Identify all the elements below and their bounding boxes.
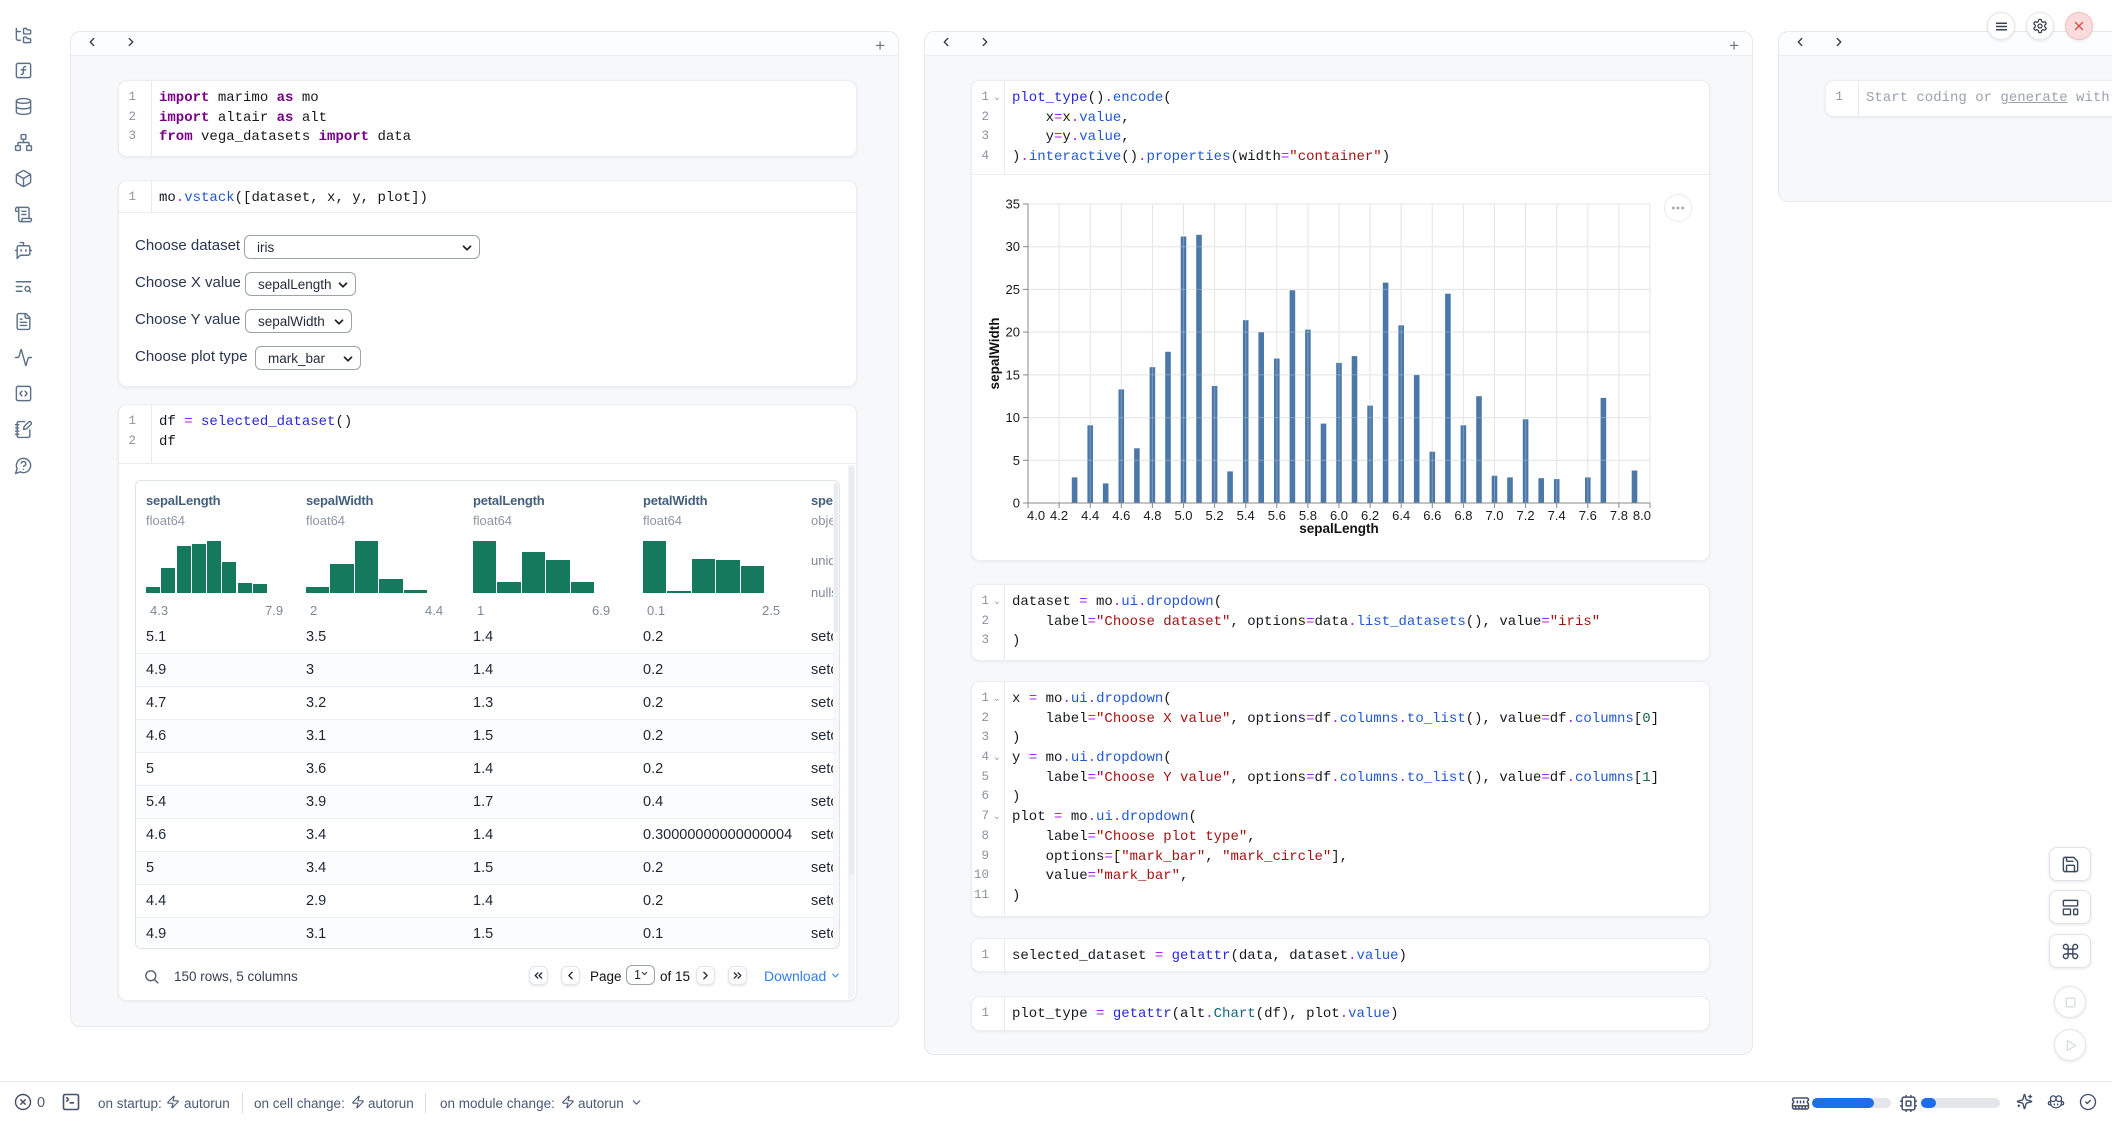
svg-text:4.0: 4.0 [1027,508,1045,523]
svg-text:0: 0 [1013,496,1020,511]
svg-text:6.2: 6.2 [1361,508,1379,523]
svg-text:5.2: 5.2 [1206,508,1224,523]
svg-text:7.8: 7.8 [1610,508,1628,523]
svg-text:5.8: 5.8 [1299,508,1317,523]
svg-text:4.2: 4.2 [1050,508,1068,523]
svg-text:4.8: 4.8 [1143,508,1161,523]
svg-text:6.4: 6.4 [1392,508,1410,523]
svg-text:5: 5 [1013,453,1020,468]
svg-text:5.0: 5.0 [1174,508,1192,523]
svg-text:4.4: 4.4 [1081,508,1099,523]
svg-text:6.6: 6.6 [1423,508,1441,523]
svg-text:4.6: 4.6 [1112,508,1130,523]
svg-text:5.4: 5.4 [1237,508,1255,523]
svg-text:sepalWidth: sepalWidth [987,318,1002,390]
svg-text:30: 30 [1006,239,1020,254]
svg-text:5.6: 5.6 [1268,508,1286,523]
svg-text:15: 15 [1006,367,1020,382]
svg-text:7.0: 7.0 [1485,508,1503,523]
svg-text:8.0: 8.0 [1633,508,1651,523]
svg-text:10: 10 [1006,410,1020,425]
svg-text:20: 20 [1006,325,1020,340]
svg-text:7.6: 7.6 [1579,508,1597,523]
svg-text:7.2: 7.2 [1517,508,1535,523]
svg-text:6.0: 6.0 [1330,508,1348,523]
svg-text:35: 35 [1006,197,1020,212]
svg-text:25: 25 [1006,282,1020,297]
svg-text:sepalLength: sepalLength [1299,521,1379,536]
svg-text:7.4: 7.4 [1548,508,1566,523]
svg-text:6.8: 6.8 [1454,508,1472,523]
